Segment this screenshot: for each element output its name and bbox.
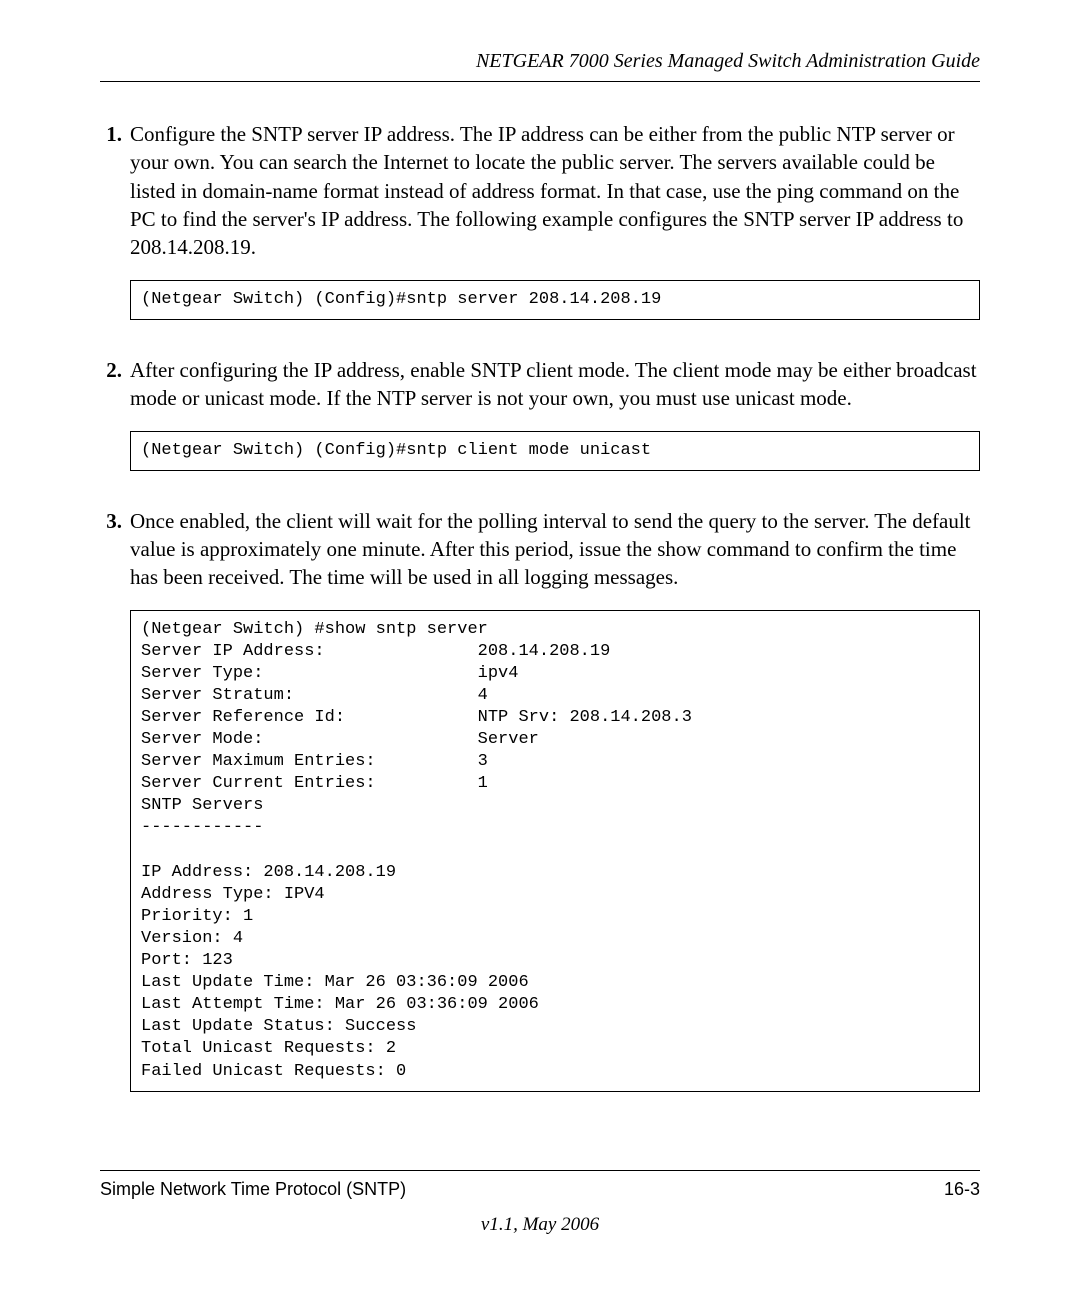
page-footer: Simple Network Time Protocol (SNTP) 16-3… (100, 1170, 980, 1236)
step-text: Configure the SNTP server IP address. Th… (130, 120, 980, 262)
step-1: 1. Configure the SNTP server IP address.… (100, 120, 980, 262)
footer-rule (100, 1170, 980, 1171)
footer-left: Simple Network Time Protocol (SNTP) (100, 1179, 406, 1200)
footer-version: v1.1, May 2006 (100, 1214, 980, 1236)
step-number: 2. (100, 356, 130, 413)
footer-right: 16-3 (944, 1179, 980, 1200)
step-number: 3. (100, 507, 130, 592)
step-text: Once enabled, the client will wait for t… (130, 507, 980, 592)
step-number: 1. (100, 120, 130, 262)
step-2: 2. After configuring the IP address, ena… (100, 356, 980, 413)
header-title: NETGEAR 7000 Series Managed Switch Admin… (476, 50, 980, 72)
footer-line: Simple Network Time Protocol (SNTP) 16-3 (100, 1179, 980, 1200)
step-text: After configuring the IP address, enable… (130, 356, 980, 413)
page-header: NETGEAR 7000 Series Managed Switch Admin… (100, 50, 980, 82)
step-3: 3. Once enabled, the client will wait fo… (100, 507, 980, 592)
code-block-2: (Netgear Switch) (Config)#sntp client mo… (130, 431, 980, 471)
code-block-3: (Netgear Switch) #show sntp server Serve… (130, 610, 980, 1092)
code-block-1: (Netgear Switch) (Config)#sntp server 20… (130, 280, 980, 320)
